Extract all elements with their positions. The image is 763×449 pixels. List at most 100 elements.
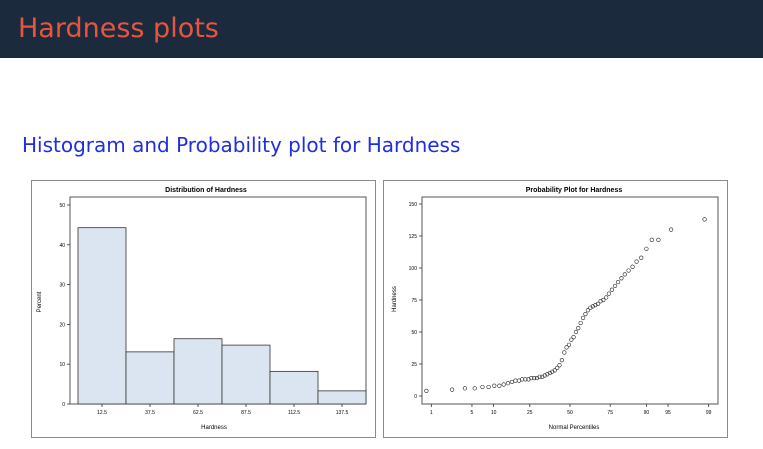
- probability-point: [566, 342, 572, 347]
- probability-point: [615, 279, 621, 285]
- probability-y-tick-label: 100: [409, 266, 418, 272]
- header-bar: Hardness plots: [0, 0, 763, 58]
- probability-point: [497, 383, 502, 388]
- probability-plot-area: [421, 196, 719, 405]
- histogram-y-axis-label: Percent: [37, 291, 43, 312]
- histogram-bar: [317, 390, 367, 405]
- probability-point: [450, 387, 455, 392]
- histogram-x-axis-label: Hardness: [201, 425, 227, 431]
- probability-x-tick-label: 1: [430, 410, 433, 416]
- probability-point: [559, 358, 565, 363]
- histogram-y-tick-label: 30: [59, 283, 65, 289]
- probability-y-tick-label: 75: [411, 298, 417, 304]
- probability-point: [571, 335, 576, 340]
- probability-point: [634, 259, 639, 264]
- probability-point: [668, 227, 674, 232]
- probability-point: [534, 375, 540, 381]
- probability-point: [520, 377, 525, 382]
- probability-point: [462, 386, 468, 391]
- probability-point: [513, 378, 518, 383]
- probability-point: [573, 329, 579, 335]
- probability-point: [619, 276, 624, 281]
- probability-point: [702, 217, 707, 222]
- probability-x-tick-label: 95: [665, 410, 671, 416]
- histogram-bar: [77, 227, 127, 405]
- histogram-x-tick-label: 87.5: [241, 410, 251, 416]
- probability-point: [501, 382, 506, 387]
- probability-point: [542, 373, 547, 378]
- probability-point: [609, 287, 615, 292]
- probability-y-tick-label: 125: [409, 234, 418, 240]
- probability-point: [576, 326, 581, 331]
- probability-point: [532, 375, 537, 381]
- probability-point: [595, 301, 601, 306]
- probability-point: [486, 384, 491, 390]
- histogram-y-tick-label: 40: [59, 243, 65, 249]
- probability-point: [537, 374, 542, 379]
- probability-x-tick-label: 99: [706, 410, 712, 416]
- probability-point: [557, 363, 562, 368]
- histogram-y-tick-label: 10: [59, 362, 65, 368]
- probability-point: [529, 375, 534, 381]
- probability-y-tick-label: 50: [411, 330, 417, 336]
- probability-point: [540, 374, 545, 379]
- probability-plot-title: Probability Plot for Hardness: [526, 187, 623, 194]
- probability-point: [547, 370, 553, 376]
- probability-point: [564, 345, 569, 350]
- histogram-y-tick-label: 0: [62, 402, 65, 408]
- probability-point: [545, 372, 550, 377]
- histogram-svg: Distribution of Hardness Hardness Percen…: [37, 187, 367, 431]
- histogram-y-tick-label: 20: [59, 322, 65, 328]
- probability-point: [588, 305, 593, 310]
- probability-y-tick-label: 150: [409, 202, 418, 208]
- probability-point: [649, 237, 654, 242]
- probability-point: [562, 350, 567, 355]
- probability-plot-y-axis-label: Hardness: [392, 286, 398, 312]
- probability-point: [552, 368, 557, 373]
- histogram-x-tick-label: 137.5: [336, 410, 349, 416]
- histogram-bar: [269, 370, 319, 405]
- probability-point: [569, 337, 574, 342]
- probability-x-tick-label: 75: [607, 410, 613, 416]
- histogram-bar: [125, 351, 175, 405]
- probability-x-tick-label: 25: [527, 410, 533, 416]
- histogram-x-tick-label: 62.5: [193, 410, 203, 416]
- histogram-x-tick-label: 12.5: [97, 410, 107, 416]
- probability-x-tick-label: 90: [644, 410, 650, 416]
- probability-point: [606, 291, 612, 296]
- probability-y-tick-label: 25: [411, 362, 417, 368]
- probability-point: [612, 283, 618, 289]
- histogram-y-tick-label: 50: [59, 203, 65, 209]
- histogram-title: Distribution of Hardness: [165, 187, 247, 194]
- probability-point: [601, 297, 606, 303]
- probability-point: [593, 303, 598, 308]
- probability-point: [505, 381, 511, 386]
- probability-point: [555, 365, 560, 370]
- probability-point: [626, 268, 631, 273]
- probability-point: [578, 320, 583, 326]
- probability-point: [523, 377, 528, 382]
- probability-x-tick-label: 10: [491, 410, 497, 416]
- probability-point: [424, 388, 429, 393]
- probability-plot-chart: Probability Plot for Hardness Normal Per…: [383, 180, 728, 438]
- probability-point: [509, 379, 515, 385]
- probability-point: [644, 246, 649, 251]
- probability-point: [622, 272, 627, 277]
- probability-x-tick-label: 50: [567, 410, 573, 416]
- probability-point: [639, 255, 644, 260]
- section-title: Histogram and Probability plot for Hardn…: [22, 133, 461, 157]
- probability-point: [656, 237, 661, 242]
- probability-point: [581, 315, 586, 321]
- probability-point: [480, 384, 485, 390]
- probability-point: [550, 369, 555, 374]
- histogram-bar: [221, 344, 271, 405]
- probability-y-tick-label: 0: [414, 394, 417, 400]
- probability-point: [585, 308, 590, 313]
- probability-point: [604, 295, 609, 300]
- probability-point: [472, 386, 477, 391]
- probability-point: [583, 311, 588, 317]
- probability-plot-x-axis-label: Normal Percentiles: [549, 425, 600, 431]
- histogram-chart: Distribution of Hardness Hardness Percen…: [31, 180, 376, 438]
- histogram-bar: [173, 338, 223, 405]
- histogram-x-tick-label: 112.5: [288, 410, 300, 416]
